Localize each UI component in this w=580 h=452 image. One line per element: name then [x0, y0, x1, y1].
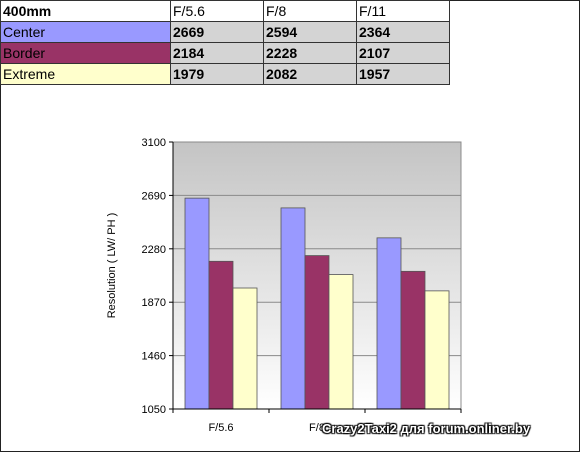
table-row: Border 2184 2228 2107: [0, 42, 450, 64]
table-row-label: Center: [0, 21, 171, 43]
table-cell: 2082: [263, 63, 357, 85]
bar-extreme-0: [232, 287, 258, 410]
bar-border-2: [400, 270, 426, 410]
table-cell: 2669: [170, 21, 264, 43]
y-tick-label: 1050: [142, 404, 166, 416]
table-cell: 1957: [356, 63, 450, 85]
bar-border-1: [304, 255, 330, 410]
bar-extreme-1: [328, 274, 354, 410]
bar-center-1: [280, 207, 306, 410]
bar-center-0: [184, 197, 210, 410]
y-axis-label: Resolution ( LW/ PH ): [106, 213, 118, 319]
table-cell: 1979: [170, 63, 264, 85]
table-cell: 2594: [263, 21, 357, 43]
bar-center-2: [376, 237, 402, 410]
y-tick-label: 1460: [142, 351, 166, 363]
table-cell: 2228: [263, 42, 357, 64]
table-row: Extreme 1979 2082 1957: [0, 63, 450, 85]
table-row-label: Extreme: [0, 63, 171, 85]
table-cell: 2184: [170, 42, 264, 64]
table-row: Center 2669 2594 2364: [0, 21, 450, 43]
watermark-text: Crazy2Taxi2 для forum.onliner.by: [322, 421, 531, 436]
y-tick-label: 2280: [142, 244, 166, 256]
y-tick-label: 1870: [142, 297, 166, 309]
table-cell: 2107: [356, 42, 450, 64]
x-tick-label: F/5.6: [208, 422, 233, 434]
y-tick-label: 3100: [142, 137, 166, 149]
y-tick-label: 2690: [142, 190, 166, 202]
table-row-label: Border: [0, 42, 171, 64]
bar-extreme-2: [424, 290, 450, 410]
table-corner-label: 400mm: [0, 0, 171, 22]
x-tick-label: F/8: [309, 422, 325, 434]
resolution-table: 400mm F/5.6 F/8 F/11 Center 2669 2594 23…: [0, 0, 450, 85]
bar-border-0: [208, 260, 234, 410]
table-cell: 2364: [356, 21, 450, 43]
